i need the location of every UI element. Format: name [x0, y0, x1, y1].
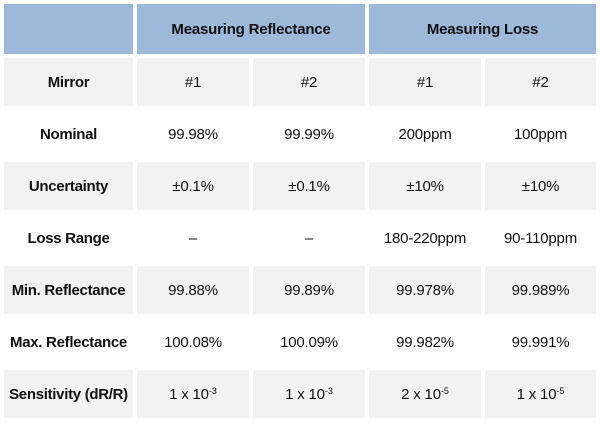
- cell-value: –: [137, 214, 249, 262]
- cell-value: 90-110ppm: [485, 214, 597, 262]
- value-base: 2 x 10: [401, 385, 441, 403]
- value-exponent: -3: [324, 385, 333, 396]
- table-row-nominal: Nominal 99.98% 99.99% 200ppm 100ppm: [4, 110, 597, 158]
- value-exponent: -5: [556, 385, 565, 396]
- value-exponent: -3: [208, 385, 217, 396]
- column-group-measuring-reflectance: Measuring Reflectance: [137, 4, 366, 54]
- cell-value: –: [253, 214, 366, 262]
- table-row-sensitivity: Sensitivity (dR/R) 1 x 10-3 1 x 10-3 2 x…: [4, 370, 597, 418]
- table-row-mirror: Mirror #1 #2 #1 #2: [4, 58, 597, 106]
- cell-value: ±0.1%: [137, 162, 249, 210]
- table-row-min-reflectance: Min. Reflectance 99.88% 99.89% 99.978% 9…: [4, 266, 597, 314]
- cell-value: ±10%: [485, 162, 597, 210]
- cell-value: #2: [253, 58, 366, 106]
- cell-value: 99.89%: [253, 266, 366, 314]
- cell-value: ±10%: [369, 162, 482, 210]
- cell-value: 100ppm: [485, 110, 597, 158]
- value-base: 1 x 10: [169, 385, 209, 403]
- table-header-row: Measuring Reflectance Measuring Loss: [4, 4, 597, 54]
- cell-value: 99.982%: [369, 318, 482, 366]
- value-base: 1 x 10: [285, 385, 325, 403]
- cell-value: 100.09%: [253, 318, 366, 366]
- value-base: 1 x 10: [516, 385, 557, 403]
- cell-value: #1: [369, 58, 482, 106]
- value-exponent: -5: [440, 385, 449, 396]
- cell-value: 100.08%: [137, 318, 249, 366]
- row-label: Uncertainty: [4, 162, 133, 210]
- corner-cell: [4, 4, 133, 54]
- cell-value: 99.991%: [485, 318, 597, 366]
- row-label: Nominal: [4, 110, 133, 158]
- cell-value: 200ppm: [369, 110, 482, 158]
- cell-value: #1: [137, 58, 249, 106]
- cell-value: 180-220ppm: [369, 214, 482, 262]
- column-group-measuring-loss: Measuring Loss: [369, 4, 597, 54]
- table-row-loss-range: Loss Range – – 180-220ppm 90-110ppm: [4, 214, 597, 262]
- cell-value: 1 x 10-5: [485, 370, 597, 418]
- cell-value: 1 x 10-3: [253, 370, 366, 418]
- cell-value: 99.978%: [369, 266, 482, 314]
- cell-value: 99.99%: [253, 110, 366, 158]
- cell-value: 2 x 10-5: [369, 370, 482, 418]
- row-label: Sensitivity (dR/R): [4, 370, 133, 418]
- table-row-max-reflectance: Max. Reflectance 100.08% 100.09% 99.982%…: [4, 318, 597, 366]
- row-label: Mirror: [4, 58, 133, 106]
- cell-value: 99.88%: [137, 266, 249, 314]
- table-row-uncertainty: Uncertainty ±0.1% ±0.1% ±10% ±10%: [4, 162, 597, 210]
- row-label: Max. Reflectance: [4, 318, 133, 366]
- row-label: Loss Range: [4, 214, 133, 262]
- cell-value: #2: [485, 58, 597, 106]
- cell-value: 99.98%: [137, 110, 249, 158]
- row-label: Min. Reflectance: [4, 266, 133, 314]
- cell-value: 99.989%: [485, 266, 597, 314]
- cell-value: 1 x 10-3: [137, 370, 249, 418]
- cell-value: ±0.1%: [253, 162, 366, 210]
